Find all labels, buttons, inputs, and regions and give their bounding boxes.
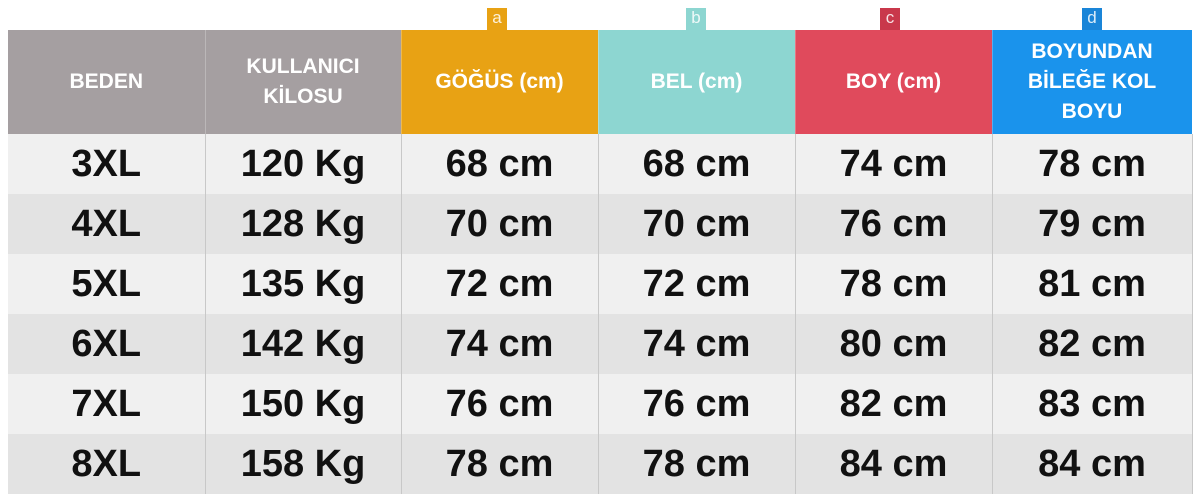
- cell-sleeve: 83 cm: [992, 374, 1193, 434]
- cell-weight: 150 Kg: [205, 374, 402, 434]
- cell-size: 3XL: [8, 134, 206, 194]
- cell-chest: 68 cm: [401, 134, 599, 194]
- cell-chest: 72 cm: [401, 254, 599, 314]
- tab-marker-d: d: [1082, 8, 1102, 30]
- cell-size: 8XL: [8, 434, 206, 494]
- cell-size: 4XL: [8, 194, 206, 254]
- tab-marker-c: c: [880, 8, 900, 30]
- size-chart-table: BEDEN KULLANICI KİLOSU GÖĞÜS (cm) BEL (c…: [8, 30, 1193, 494]
- cell-chest: 70 cm: [401, 194, 599, 254]
- cell-sleeve: 84 cm: [992, 434, 1193, 494]
- table-row: 6XL 142 Kg 74 cm 74 cm 80 cm 82 cm: [8, 314, 1193, 374]
- header-bel: BEL (cm): [598, 30, 796, 134]
- cell-sleeve: 79 cm: [992, 194, 1193, 254]
- cell-waist: 76 cm: [598, 374, 796, 434]
- cell-length: 82 cm: [795, 374, 993, 434]
- header-beden: BEDEN: [8, 30, 206, 134]
- cell-length: 78 cm: [795, 254, 993, 314]
- cell-waist: 78 cm: [598, 434, 796, 494]
- cell-sleeve: 78 cm: [992, 134, 1193, 194]
- header-kol-boyu: BOYUNDAN BİLEĞE KOL BOYU: [992, 30, 1193, 134]
- cell-weight: 128 Kg: [205, 194, 402, 254]
- cell-length: 80 cm: [795, 314, 993, 374]
- cell-size: 5XL: [8, 254, 206, 314]
- header-gogus: GÖĞÜS (cm): [401, 30, 599, 134]
- table-row: 3XL 120 Kg 68 cm 68 cm 74 cm 78 cm: [8, 134, 1193, 194]
- cell-weight: 158 Kg: [205, 434, 402, 494]
- cell-chest: 78 cm: [401, 434, 599, 494]
- table-row: 8XL 158 Kg 78 cm 78 cm 84 cm 84 cm: [8, 434, 1193, 494]
- header-kilo: KULLANICI KİLOSU: [205, 30, 402, 134]
- cell-weight: 135 Kg: [205, 254, 402, 314]
- cell-size: 6XL: [8, 314, 206, 374]
- cell-length: 76 cm: [795, 194, 993, 254]
- tab-marker-a: a: [487, 8, 507, 30]
- cell-waist: 70 cm: [598, 194, 796, 254]
- table-row: 7XL 150 Kg 76 cm 76 cm 82 cm 83 cm: [8, 374, 1193, 434]
- cell-waist: 74 cm: [598, 314, 796, 374]
- tab-marker-b: b: [686, 8, 706, 30]
- table-row: 5XL 135 Kg 72 cm 72 cm 78 cm 81 cm: [8, 254, 1193, 314]
- cell-chest: 74 cm: [401, 314, 599, 374]
- cell-size: 7XL: [8, 374, 206, 434]
- cell-length: 84 cm: [795, 434, 993, 494]
- cell-sleeve: 81 cm: [992, 254, 1193, 314]
- cell-waist: 72 cm: [598, 254, 796, 314]
- header-row: BEDEN KULLANICI KİLOSU GÖĞÜS (cm) BEL (c…: [8, 30, 1193, 134]
- cell-length: 74 cm: [795, 134, 993, 194]
- cell-weight: 142 Kg: [205, 314, 402, 374]
- table-row: 4XL 128 Kg 70 cm 70 cm 76 cm 79 cm: [8, 194, 1193, 254]
- header-boy: BOY (cm): [795, 30, 993, 134]
- cell-chest: 76 cm: [401, 374, 599, 434]
- cell-sleeve: 82 cm: [992, 314, 1193, 374]
- cell-weight: 120 Kg: [205, 134, 402, 194]
- cell-waist: 68 cm: [598, 134, 796, 194]
